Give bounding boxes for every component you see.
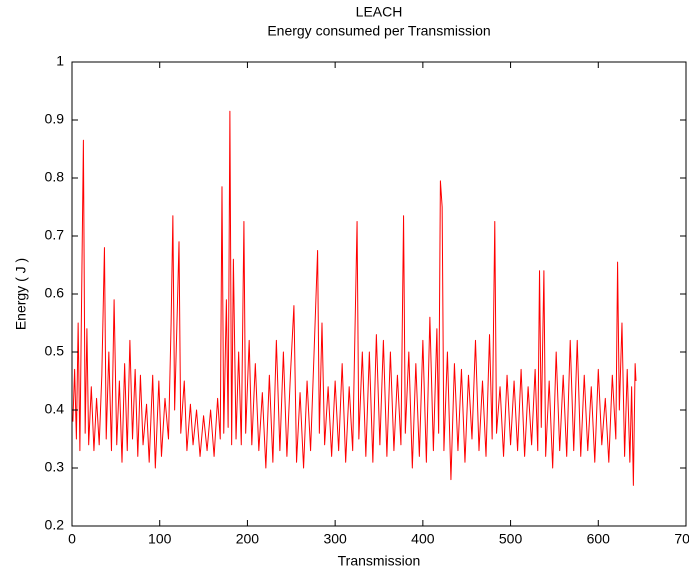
y-tick-label: 0.3 (45, 459, 65, 475)
y-tick-label: 0.7 (45, 227, 65, 243)
chart-title: LEACH (356, 4, 403, 20)
x-tick-label: 600 (587, 531, 611, 547)
x-axis-label: Transmission (338, 553, 421, 569)
y-tick-label: 0.6 (45, 285, 65, 301)
x-tick-label: 300 (323, 531, 347, 547)
data-line (72, 110, 637, 486)
x-tick-label: 200 (236, 531, 260, 547)
y-tick-label: 1 (56, 53, 64, 69)
chart-subtitle: Energy consumed per Transmission (267, 23, 490, 39)
y-tick-label: 0.2 (45, 517, 65, 533)
y-axis-label: Energy ( J ) (13, 258, 29, 330)
x-tick-label: 500 (499, 531, 523, 547)
x-tick-label: 100 (148, 531, 172, 547)
y-tick-label: 0.4 (45, 401, 65, 417)
x-tick-label: 700 (674, 531, 689, 547)
y-tick-label: 0.8 (45, 169, 65, 185)
y-tick-label: 0.9 (45, 111, 65, 127)
x-tick-label: 0 (68, 531, 76, 547)
y-tick-label: 0.5 (45, 343, 65, 359)
x-tick-label: 400 (411, 531, 435, 547)
